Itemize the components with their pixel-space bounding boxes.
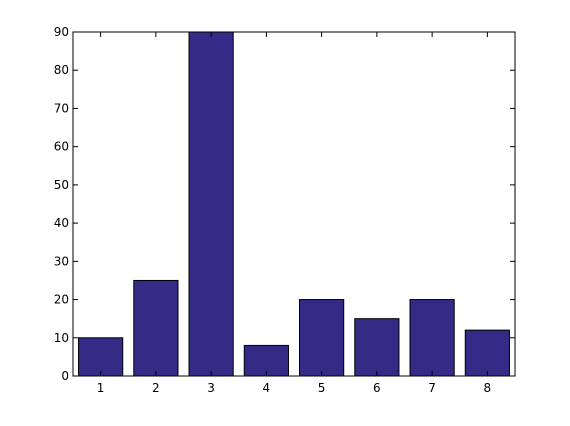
bar-6 (354, 318, 400, 377)
x-tick-label-3: 3 (207, 381, 215, 395)
y-tick-label-10: 10 (54, 331, 69, 345)
bar-7 (409, 299, 455, 377)
y-tick-label-30: 30 (54, 254, 69, 268)
bar-2 (133, 279, 179, 377)
x-tick-label-7: 7 (428, 381, 436, 395)
bar-8 (464, 329, 510, 377)
x-tick-label-8: 8 (484, 381, 492, 395)
y-tick-label-40: 40 (54, 216, 69, 230)
y-tick-label-70: 70 (54, 101, 69, 115)
x-tick-label-1: 1 (97, 381, 105, 395)
y-tick-label-0: 0 (61, 369, 69, 383)
axis-ticks-layer (73, 31, 515, 377)
y-tick-label-60: 60 (54, 140, 69, 154)
y-tick-label-80: 80 (54, 63, 69, 77)
tick-labels-layer: 0 10 20 30 40 50 60 70 80 90 1 2 3 4 5 6 7 8 (54, 25, 491, 395)
y-tick-label-20: 20 (54, 293, 69, 307)
y-tick-label-90: 90 (54, 25, 69, 39)
plot-area-frame (72, 31, 516, 377)
x-tick-label-4: 4 (263, 381, 271, 395)
bar-4 (243, 344, 289, 377)
x-tick-label-6: 6 (373, 381, 381, 395)
y-tick-label-50: 50 (54, 178, 69, 192)
bar-1 (78, 337, 124, 377)
bar-3 (188, 31, 234, 377)
x-tick-label-2: 2 (152, 381, 160, 395)
x-tick-label-5: 5 (318, 381, 326, 395)
bar-5 (299, 299, 345, 377)
bars-layer (78, 31, 510, 377)
